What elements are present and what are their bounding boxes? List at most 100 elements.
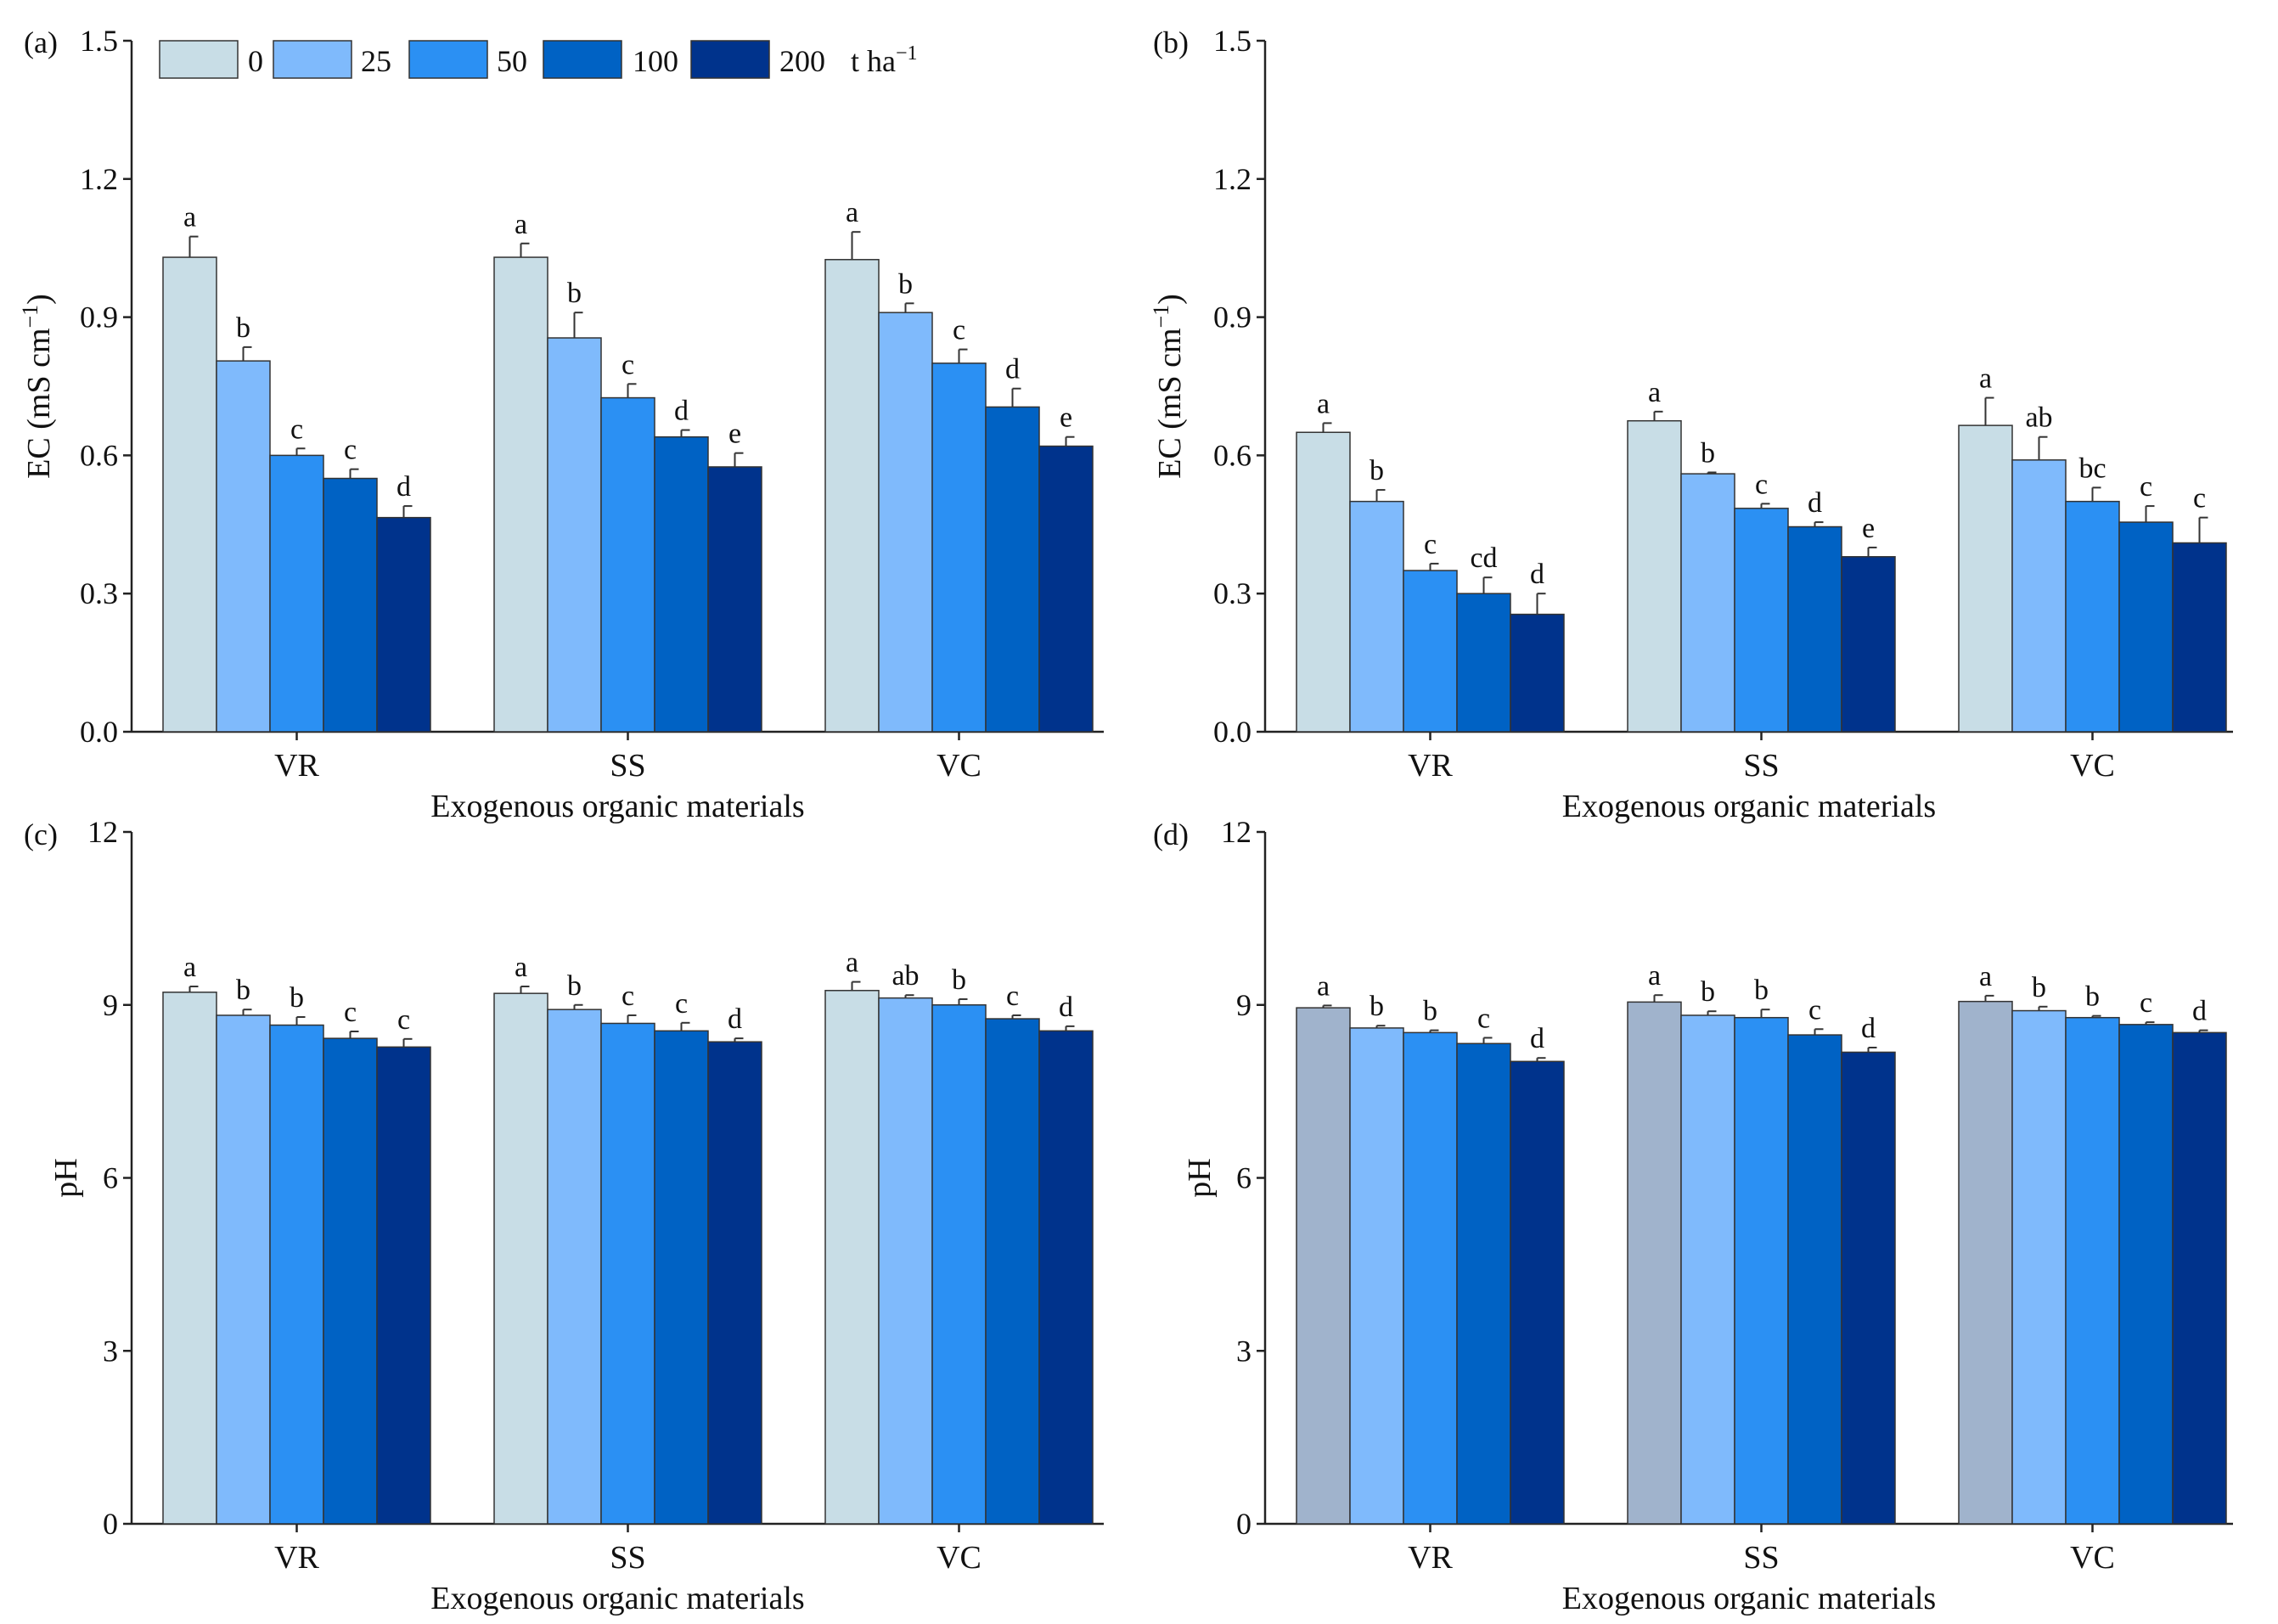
legend-swatch [543,40,622,79]
x-axis-title: Exogenous organic materials [430,789,804,824]
bar [493,992,548,1525]
y-tick-label: 3 [103,1334,118,1368]
bar [1734,1016,1789,1525]
y-axis-title-sup: −1 [18,305,42,329]
y-tick-label: 0.0 [80,715,118,749]
x-category-label: VR [1408,1540,1453,1576]
legend-label: 100 [633,44,678,78]
bar [269,1024,324,1525]
bar [931,1004,987,1525]
bar [2065,500,2120,733]
bar [1680,473,1735,733]
y-axis-title-sup: −1 [1149,305,1173,329]
significance-letter: c [622,349,634,380]
significance-letter: c [1808,994,1821,1026]
bar [1403,570,1458,733]
significance-letter: c [2140,987,2152,1019]
significance-letter: c [1477,1003,1490,1034]
bar [376,1046,431,1525]
x-category-label: SS [610,748,645,784]
legend-label: 25 [361,44,391,78]
significance-letter: b [1701,976,1715,1008]
bar [323,1037,378,1525]
bar [2172,542,2227,733]
y-axis-title-main: pH [48,1158,84,1197]
significance-letter: a [1648,377,1661,408]
bar [1456,1042,1511,1525]
significance-letter: d [2192,996,2207,1027]
x-category-label: VR [274,748,319,784]
x-category-label: VR [274,1540,319,1576]
significance-letter: b [1370,991,1384,1022]
y-axis-title-main: pH [1182,1158,1218,1197]
bar [1841,1051,1896,1525]
x-category-label: VC [2070,1540,2115,1576]
y-axis-title-close: ) [1152,294,1188,305]
bar [824,259,880,733]
y-tick-label: 1.2 [80,162,118,196]
significance-letter: d [674,396,689,427]
y-tick-label: 0.3 [80,576,118,610]
bar [1349,500,1404,733]
bar [1296,1007,1351,1525]
significance-letter: c [622,981,634,1012]
significance-letter: d [397,471,411,503]
significance-letter: b [1423,996,1437,1027]
y-axis-title: pH [1182,1158,1218,1197]
x-category-label: VC [937,748,982,784]
legend-unit: t ha−1 [851,42,918,78]
legend-swatch [690,40,770,79]
significance-letter: c [1006,981,1019,1012]
bar [1841,556,1896,733]
significance-letter: c [290,413,303,445]
significance-letter: e [1862,513,1875,544]
bar [985,406,1040,733]
legend-swatch [408,40,488,79]
x-category-label: SS [1743,1540,1779,1576]
bar [985,1018,1040,1525]
x-axis-title: Exogenous organic materials [1562,789,1936,824]
significance-letter: d [728,1003,742,1035]
bar [654,1030,709,1525]
bar [547,337,602,733]
legend-swatch [273,40,352,79]
legend: 0 25 50 100 200 t ha−1 [159,40,918,79]
y-tick-label: 6 [103,1161,118,1195]
x-category-label: SS [1743,748,1779,784]
bar [1296,431,1351,733]
panel-label: (d) [1153,818,1189,851]
bar [269,454,324,733]
significance-letter: c [1755,469,1768,500]
y-tick-label: 0.0 [1213,715,1251,749]
bar [1627,1001,1682,1525]
bar [600,396,655,733]
legend-label: 50 [497,44,527,78]
x-category-label: VC [2070,748,2115,784]
legend-swatch [159,40,239,79]
significance-letter: bc [2078,452,2106,484]
bar [1510,613,1565,733]
bar [1958,424,2013,733]
significance-letter: e [1060,402,1072,434]
significance-letter: a [515,952,527,983]
significance-letter: b [567,970,582,1002]
y-tick-label: 0 [103,1507,118,1541]
y-tick-label: 1.2 [1213,162,1251,196]
significance-letter: b [567,278,582,309]
significance-letter: d [1808,487,1822,519]
legend-unit-base: t ha [851,44,896,78]
x-category-label: SS [610,1540,645,1576]
significance-letter: a [515,209,527,240]
x-category-label: VR [1408,748,1453,784]
bar [600,1022,655,1525]
significance-letter: c [1424,529,1437,560]
y-axis-title: EC (mS cm−1) [18,294,57,479]
bar [493,256,548,733]
y-tick-label: 0.3 [1213,576,1251,610]
y-tick-label: 3 [1236,1334,1251,1368]
significance-letter: a [183,202,196,233]
x-category-label: VC [937,1540,982,1576]
bar [162,992,217,1525]
significance-letter: d [1059,992,1073,1023]
